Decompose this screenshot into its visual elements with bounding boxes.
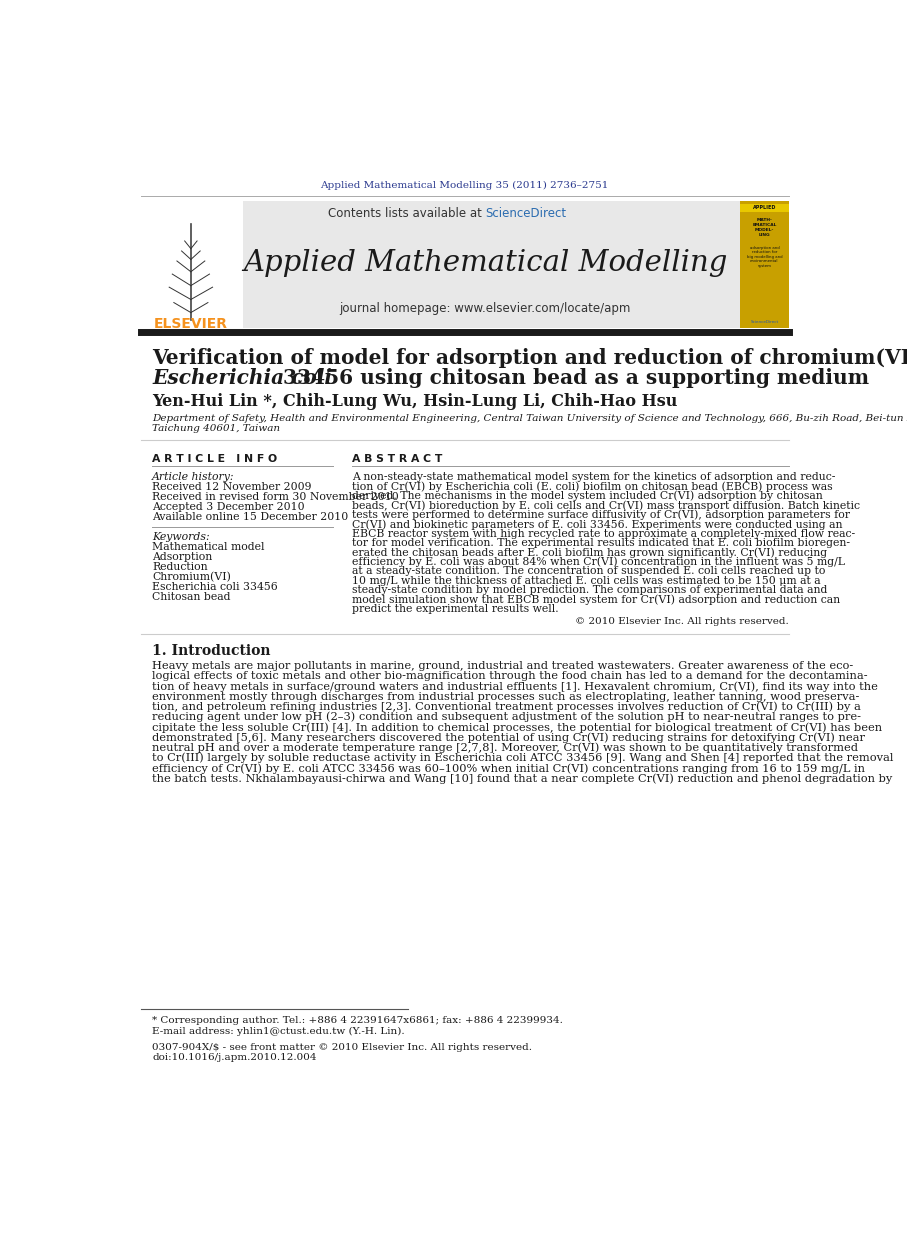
- Text: Cr(VI) and biokinetic parameters of E. coli 33456. Experiments were conducted us: Cr(VI) and biokinetic parameters of E. c…: [352, 519, 843, 530]
- Text: Reduction: Reduction: [152, 562, 208, 572]
- Text: Verification of model for adsorption and reduction of chromium(VI) by: Verification of model for adsorption and…: [152, 348, 907, 368]
- Text: Department of Safety, Health and Environmental Engineering, Central Taiwan Unive: Department of Safety, Health and Environ…: [152, 413, 907, 422]
- Text: to Cr(III) largely by soluble reductase activity in Escherichia coli ATCC 33456 : to Cr(III) largely by soluble reductase …: [152, 753, 893, 764]
- Text: erated the chitosan beads after E. coli biofilm has grown significantly. Cr(VI) : erated the chitosan beads after E. coli …: [352, 547, 827, 558]
- Text: Applied Mathematical Modelling 35 (2011) 2736–2751: Applied Mathematical Modelling 35 (2011)…: [320, 181, 609, 191]
- Text: Heavy metals are major pollutants in marine, ground, industrial and treated wast: Heavy metals are major pollutants in mar…: [152, 661, 853, 671]
- Text: beads, Cr(VI) bioreduction by E. coli cells and Cr(VI) mass transport diffusion.: beads, Cr(VI) bioreduction by E. coli ce…: [352, 500, 860, 511]
- Text: tests were performed to determine surface diffusivity of Cr(VI), adsorption para: tests were performed to determine surfac…: [352, 510, 850, 520]
- Text: the batch tests. Nkhalambayausi-chirwa and Wang [10] found that a near complete : the batch tests. Nkhalambayausi-chirwa a…: [152, 774, 892, 784]
- Text: 33456 using chitosan bead as a supporting medium: 33456 using chitosan bead as a supportin…: [276, 368, 869, 387]
- Bar: [141, 201, 243, 328]
- Text: reducing agent under low pH (2–3) condition and subsequent adjustment of the sol: reducing agent under low pH (2–3) condit…: [152, 712, 861, 723]
- Text: ELSEVIER: ELSEVIER: [154, 317, 228, 331]
- Text: model simulation show that EBCB model system for Cr(VI) adsorption and reduction: model simulation show that EBCB model sy…: [352, 594, 840, 604]
- Text: * Corresponding author. Tel.: +886 4 22391647x6861; fax: +886 4 22399934.: * Corresponding author. Tel.: +886 4 223…: [152, 1016, 563, 1025]
- Bar: [739, 204, 789, 212]
- Text: Article history:: Article history:: [152, 473, 235, 483]
- Bar: [141, 201, 789, 328]
- Text: Taichung 40601, Taiwan: Taichung 40601, Taiwan: [152, 423, 280, 432]
- Text: 10 mg/L while the thickness of attached E. coli cells was estimated to be 150 μm: 10 mg/L while the thickness of attached …: [352, 576, 821, 586]
- Text: MATH-
EMATICAL
MODEL-
LING: MATH- EMATICAL MODEL- LING: [752, 218, 776, 236]
- Text: Available online 15 December 2010: Available online 15 December 2010: [152, 513, 348, 522]
- Text: derived. The mechanisms in the model system included Cr(VI) adsorption by chitos: derived. The mechanisms in the model sys…: [352, 490, 823, 501]
- Text: logical effects of toxic metals and other bio-magnification through the food cha: logical effects of toxic metals and othe…: [152, 671, 868, 681]
- Bar: [739, 201, 789, 328]
- Text: EBCB reactor system with high recycled rate to approximate a completely-mixed fl: EBCB reactor system with high recycled r…: [352, 529, 855, 539]
- Text: Contents lists available at: Contents lists available at: [327, 207, 485, 219]
- Text: Escherichia coli 33456: Escherichia coli 33456: [152, 582, 278, 593]
- Text: Mathematical model: Mathematical model: [152, 542, 265, 552]
- Text: A R T I C L E   I N F O: A R T I C L E I N F O: [152, 454, 278, 464]
- Text: tion of Cr(VI) by Escherichia coli (E. coli) biofilm on chitosan bead (EBCB) pro: tion of Cr(VI) by Escherichia coli (E. c…: [352, 482, 833, 491]
- Text: Yen-Hui Lin *, Chih-Lung Wu, Hsin-Lung Li, Chih-Hao Hsu: Yen-Hui Lin *, Chih-Lung Wu, Hsin-Lung L…: [152, 392, 678, 410]
- Text: steady-state condition by model prediction. The comparisons of experimental data: steady-state condition by model predicti…: [352, 586, 827, 595]
- Text: tion of heavy metals in surface/ground waters and industrial effluents [1]. Hexa: tion of heavy metals in surface/ground w…: [152, 681, 878, 692]
- Text: Chitosan bead: Chitosan bead: [152, 593, 230, 603]
- Text: Applied Mathematical Modelling: Applied Mathematical Modelling: [243, 249, 727, 276]
- Text: 1. Introduction: 1. Introduction: [152, 644, 270, 657]
- Text: E-mail address: yhlin1@ctust.edu.tw (Y.-H. Lin).: E-mail address: yhlin1@ctust.edu.tw (Y.-…: [152, 1026, 405, 1035]
- Text: adsorption and
reduction for
big modelling and
environmental
system: adsorption and reduction for big modelli…: [746, 245, 782, 267]
- Text: efficiency of Cr(VI) by E. coli ATCC 33456 was 60–100% when initial Cr(VI) conce: efficiency of Cr(VI) by E. coli ATCC 334…: [152, 763, 865, 774]
- Text: Received in revised form 30 November 2010: Received in revised form 30 November 201…: [152, 493, 399, 503]
- Text: Chromium(VI): Chromium(VI): [152, 572, 231, 583]
- Text: APPLIED: APPLIED: [753, 204, 776, 209]
- Text: Adsorption: Adsorption: [152, 552, 212, 562]
- Text: doi:10.1016/j.apm.2010.12.004: doi:10.1016/j.apm.2010.12.004: [152, 1054, 317, 1062]
- Text: demonstrated [5,6]. Many researchers discovered the potential of using Cr(VI) re: demonstrated [5,6]. Many researchers dis…: [152, 733, 865, 743]
- Text: Keywords:: Keywords:: [152, 532, 210, 542]
- Text: neutral pH and over a moderate temperature range [2,7,8]. Moreover, Cr(VI) was s: neutral pH and over a moderate temperatu…: [152, 743, 858, 753]
- Text: Escherichia coli: Escherichia coli: [152, 368, 332, 387]
- Text: ScienceDirect: ScienceDirect: [750, 319, 778, 324]
- Text: 0307-904X/$ - see front matter © 2010 Elsevier Inc. All rights reserved.: 0307-904X/$ - see front matter © 2010 El…: [152, 1044, 532, 1052]
- Text: tor for model verification. The experimental results indicated that E. coli biof: tor for model verification. The experime…: [352, 539, 850, 548]
- Text: tion, and petroleum refining industries [2,3]. Conventional treatment processes : tion, and petroleum refining industries …: [152, 702, 861, 712]
- Text: cipitate the less soluble Cr(III) [4]. In addition to chemical processes, the po: cipitate the less soluble Cr(III) [4]. I…: [152, 722, 883, 733]
- Text: ScienceDirect: ScienceDirect: [485, 207, 567, 219]
- Text: journal homepage: www.elsevier.com/locate/apm: journal homepage: www.elsevier.com/locat…: [340, 302, 631, 316]
- Text: efficiency by E. coli was about 84% when Cr(VI) concentration in the influent wa: efficiency by E. coli was about 84% when…: [352, 557, 845, 567]
- Text: Received 12 November 2009: Received 12 November 2009: [152, 483, 312, 493]
- Text: environment mostly through discharges from industrial processes such as electrop: environment mostly through discharges fr…: [152, 692, 860, 702]
- Text: at a steady-state condition. The concentration of suspended E. coli cells reache: at a steady-state condition. The concent…: [352, 566, 825, 577]
- Text: predict the experimental results well.: predict the experimental results well.: [352, 604, 559, 614]
- Text: A B S T R A C T: A B S T R A C T: [352, 454, 443, 464]
- Text: A non-steady-state mathematical model system for the kinetics of adsorption and : A non-steady-state mathematical model sy…: [352, 473, 835, 483]
- Text: Accepted 3 December 2010: Accepted 3 December 2010: [152, 503, 305, 513]
- Text: © 2010 Elsevier Inc. All rights reserved.: © 2010 Elsevier Inc. All rights reserved…: [575, 617, 789, 626]
